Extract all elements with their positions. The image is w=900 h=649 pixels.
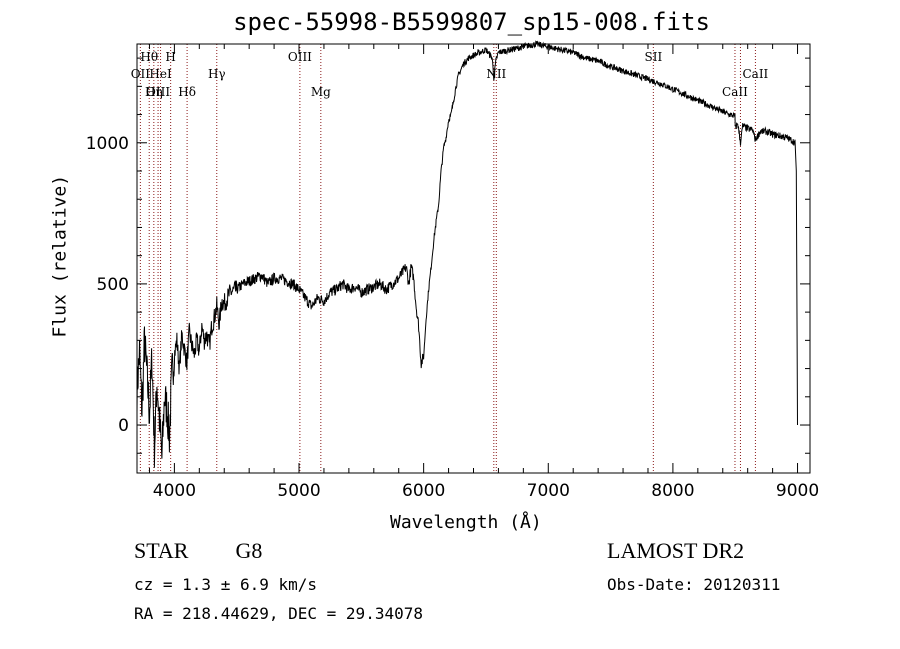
object-class: STAR G8	[134, 538, 262, 564]
cz-readout: cz = 1.3 ± 6.9 km/s	[134, 575, 318, 594]
chart-title: spec-55998-B5599807_sp15-008.fits	[233, 8, 710, 36]
obs-date: Obs-Date: 20120311	[607, 575, 781, 594]
x-tick-label: 8000	[651, 481, 694, 501]
line-label: Hγ	[208, 67, 226, 81]
coordinates: RA = 218.44629, DEC = 29.34078	[134, 604, 423, 623]
x-tick-label: 4000	[153, 481, 196, 501]
line-label: OIII	[288, 50, 312, 64]
y-tick-label: 0	[118, 416, 129, 436]
line-label: Hδ	[178, 85, 196, 99]
y-tick-label: 500	[97, 275, 129, 295]
line-label: H	[165, 50, 175, 64]
line-label: Hθ	[140, 50, 158, 64]
survey-name: LAMOST DR2	[607, 538, 745, 563]
x-axis-label: Wavelength (Å)	[390, 512, 542, 533]
x-tick-label: 9000	[776, 481, 819, 501]
object-subclass-value: G8	[235, 538, 263, 563]
y-tick-label: 1000	[86, 134, 129, 154]
x-tick-label: 7000	[527, 481, 570, 501]
x-tick-label: 5000	[277, 481, 320, 501]
plot-axes: 4000 5000 6000 7000 8000 9000 0 500 1000	[86, 43, 819, 501]
x-tick-label: 6000	[402, 481, 445, 501]
object-class-value: STAR	[134, 538, 189, 563]
spectral-line-markers	[139, 44, 756, 473]
line-label: OIII	[146, 85, 170, 99]
spectrum-series	[136, 40, 798, 468]
spectrum-line	[136, 40, 798, 468]
line-label: Mg	[311, 85, 331, 99]
line-label: OII	[131, 67, 151, 81]
line-label: HeI	[149, 67, 172, 81]
y-axis-label: Flux (relative)	[49, 174, 71, 338]
line-label: NII	[486, 67, 506, 81]
line-label: Hη	[145, 85, 163, 99]
line-label: CaII	[722, 85, 748, 99]
line-label: CaII	[742, 67, 768, 81]
line-label: SII	[644, 50, 662, 64]
